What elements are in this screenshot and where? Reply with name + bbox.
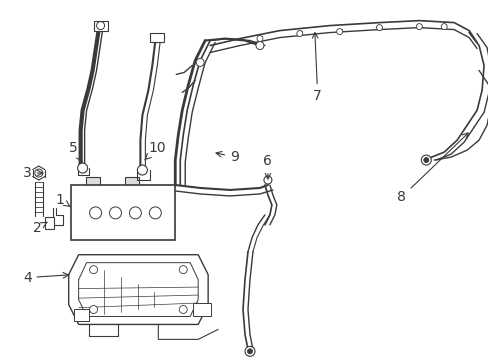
Bar — [74, 310, 88, 321]
Text: 6: 6 — [263, 154, 272, 179]
Bar — [45, 217, 54, 229]
Circle shape — [336, 28, 342, 35]
Circle shape — [35, 169, 42, 177]
Circle shape — [423, 158, 428, 163]
Circle shape — [109, 207, 121, 219]
Text: 8: 8 — [397, 133, 468, 204]
Circle shape — [179, 306, 187, 314]
Circle shape — [96, 22, 104, 30]
Text: 7: 7 — [312, 33, 322, 103]
Circle shape — [256, 36, 263, 41]
Text: 9: 9 — [216, 150, 239, 164]
Text: 3: 3 — [23, 166, 42, 180]
Circle shape — [149, 207, 161, 219]
Text: 2: 2 — [33, 221, 47, 235]
Circle shape — [247, 349, 252, 354]
Circle shape — [78, 163, 87, 173]
Circle shape — [137, 165, 147, 175]
Bar — [71, 185, 175, 240]
Circle shape — [415, 24, 422, 30]
Circle shape — [196, 58, 203, 67]
Text: 10: 10 — [144, 141, 165, 160]
Text: 5: 5 — [68, 141, 82, 161]
Text: 4: 4 — [23, 271, 68, 285]
Circle shape — [179, 266, 187, 274]
Circle shape — [255, 41, 264, 50]
Circle shape — [376, 24, 382, 31]
Text: 1: 1 — [56, 193, 70, 207]
Circle shape — [244, 346, 254, 356]
Bar — [193, 302, 211, 316]
Circle shape — [296, 31, 302, 37]
Circle shape — [129, 207, 141, 219]
Bar — [125, 177, 139, 185]
Circle shape — [89, 207, 102, 219]
Bar — [85, 177, 100, 185]
Circle shape — [89, 306, 98, 314]
Bar — [93, 21, 107, 31]
Circle shape — [89, 266, 98, 274]
Circle shape — [421, 155, 430, 165]
Bar — [150, 32, 164, 41]
Circle shape — [264, 176, 271, 184]
Circle shape — [440, 24, 447, 30]
